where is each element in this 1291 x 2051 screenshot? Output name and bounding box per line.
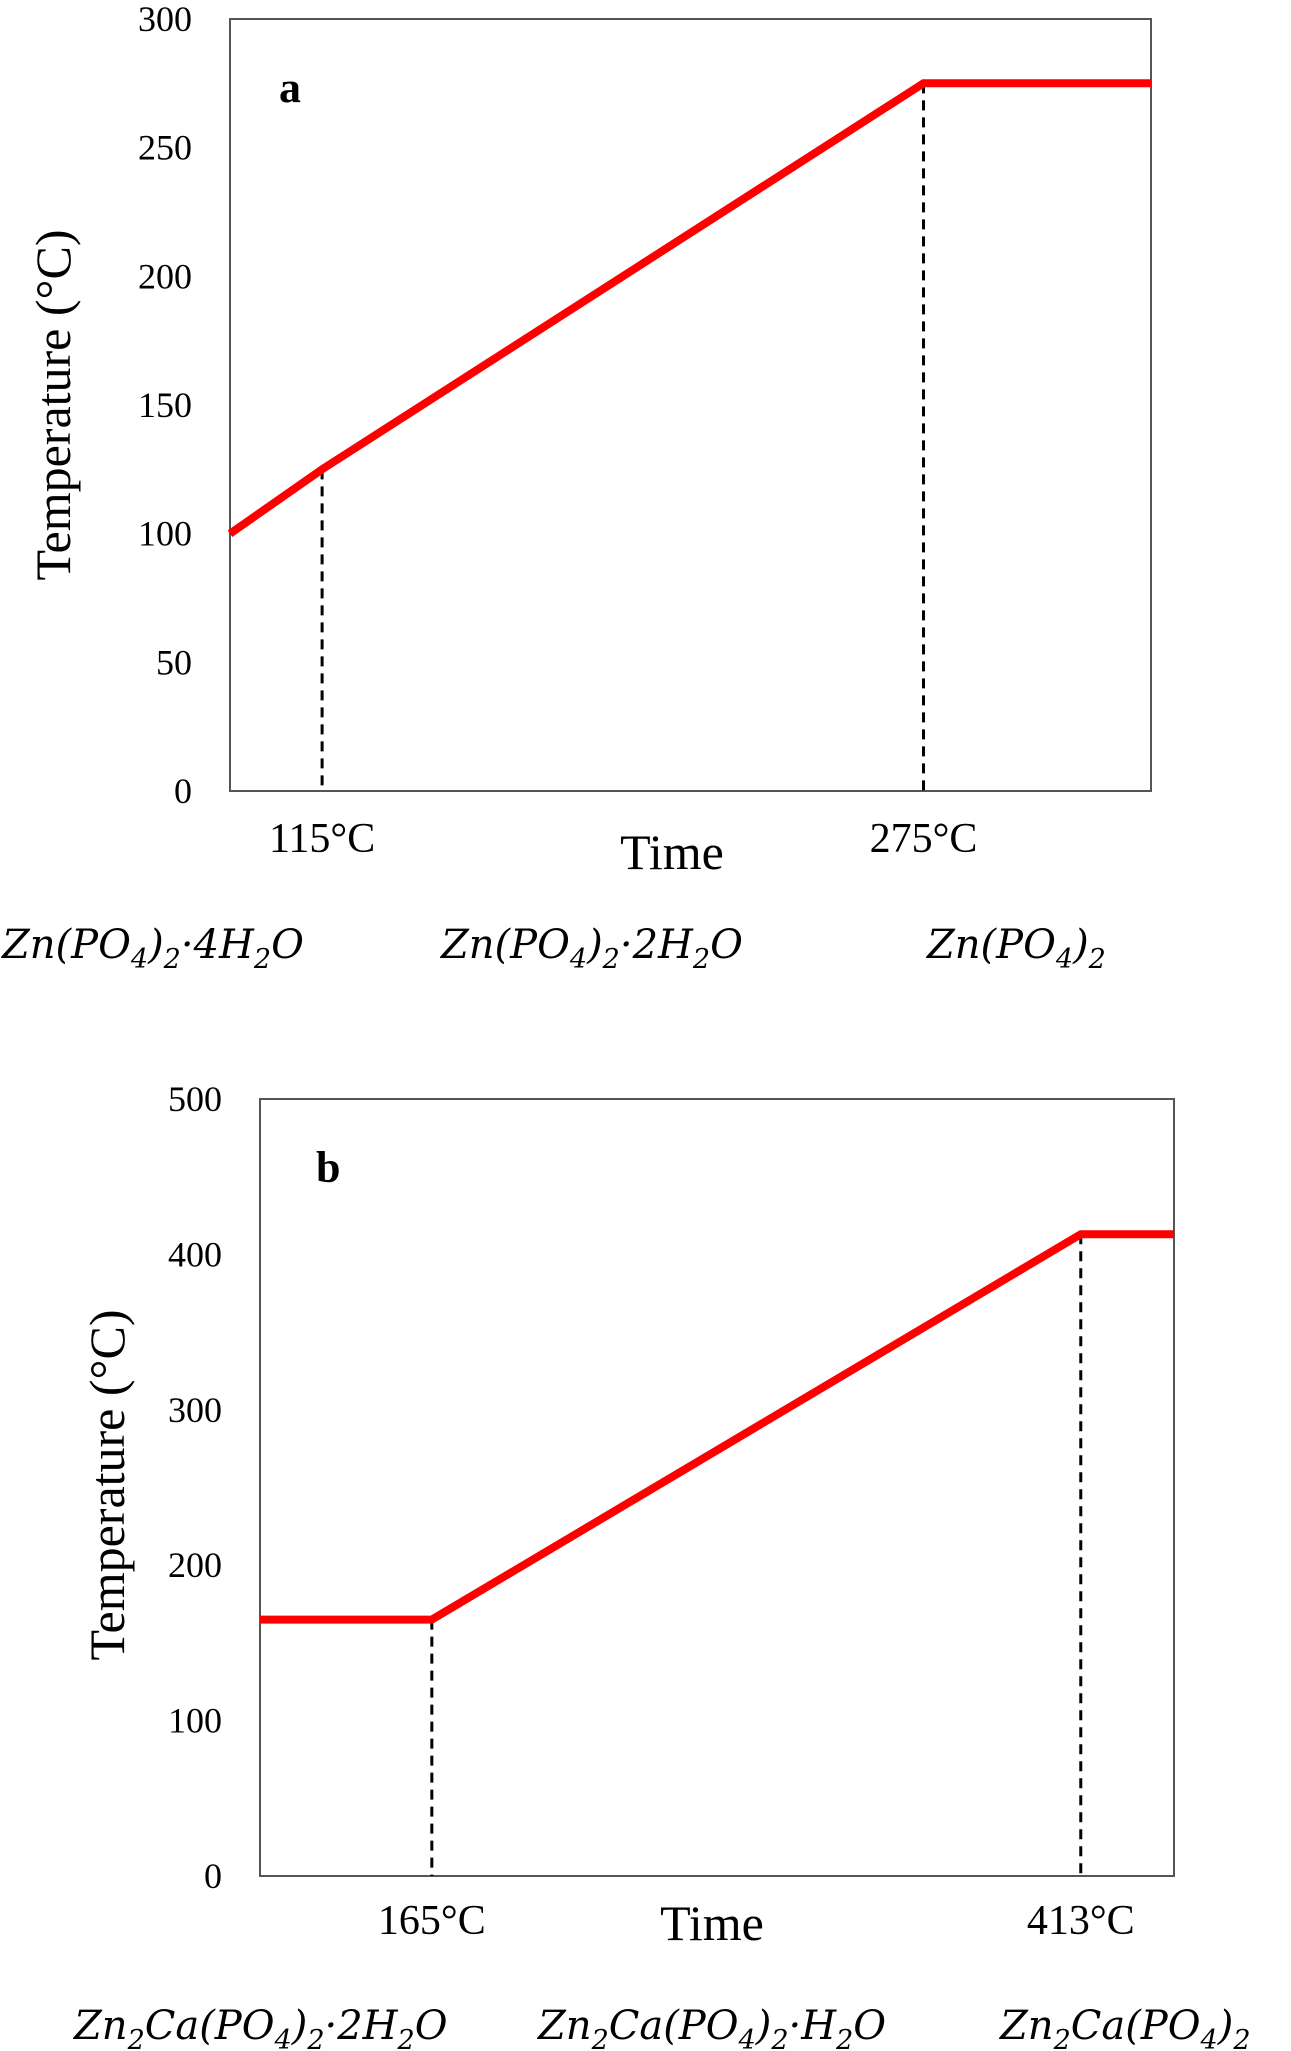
- panel-label-a: a: [279, 63, 301, 112]
- y-tick-label-b-200: 200: [168, 1545, 222, 1585]
- y-tick-label-b-0: 0: [204, 1856, 222, 1896]
- transition-label-a-1: 115°C: [269, 816, 375, 862]
- transition-labels-a: 115°C 275°C: [269, 816, 977, 862]
- phase-label-b-2: Zn2Ca(PO4)2·H2O: [536, 2003, 886, 2051]
- temperature-line-b: [260, 1230, 1174, 1624]
- temperature-line-a: [227, 79, 1151, 537]
- transition-label-b-1: 165°C: [378, 1898, 486, 1944]
- y-axis-label-b: Temperature (°C): [79, 1309, 135, 1660]
- phase-label-a-1: Zn(PO4)2·4H2O: [0, 922, 304, 975]
- y-tick-label-b-500: 500: [168, 1079, 222, 1119]
- phase-label-a-3: Zn(PO4)2: [925, 922, 1106, 975]
- y-tick-label-a-100: 100: [138, 514, 192, 554]
- phase-label-a-2: Zn(PO4)2·2H2O: [439, 922, 743, 975]
- drop-lines-b: [430, 1234, 1083, 1876]
- y-tick-label-b-100: 100: [168, 1701, 222, 1741]
- x-axis-label-a: Time: [620, 824, 724, 880]
- chart-a: 0 50 100 150 200 250 300 a Temperature (°C) Ti…: [0, 0, 1152, 975]
- phase-label-b-3: Zn2Ca(PO4)2: [998, 2003, 1251, 2051]
- y-tick-label-b-300: 300: [168, 1390, 222, 1430]
- y-tick-label-a-50: 50: [156, 642, 192, 682]
- chart-b: 0 100 200 300 400 500 b Temperature (°C) Time…: [72, 1079, 1251, 2051]
- drop-lines-a: [320, 83, 926, 791]
- y-tick-label-b-400: 400: [168, 1234, 222, 1274]
- y-tick-labels-a: 0 50 100 150 200 250 300: [138, 0, 192, 811]
- transition-label-b-2: 413°C: [1027, 1898, 1135, 1944]
- phase-label-b-1: Zn2Ca(PO4)2·2H2O: [72, 2003, 448, 2051]
- y-tick-label-a-150: 150: [138, 385, 192, 425]
- y-tick-label-a-0: 0: [174, 771, 192, 811]
- x-axis-label-b: Time: [660, 1895, 764, 1951]
- y-tick-label-a-250: 250: [138, 128, 192, 168]
- transition-labels-b: 165°C 413°C: [378, 1898, 1135, 1944]
- transition-label-a-2: 275°C: [870, 816, 978, 862]
- y-axis-label-a: Temperature (°C): [25, 229, 81, 580]
- y-tick-label-a-300: 300: [138, 0, 192, 39]
- plot-frame-a: [229, 18, 1152, 792]
- y-tick-label-a-200: 200: [138, 256, 192, 296]
- y-tick-labels-b: 0 100 200 300 400 500: [168, 1079, 222, 1896]
- plot-frame-b: [259, 1098, 1175, 1877]
- panel-label-b: b: [316, 1143, 340, 1192]
